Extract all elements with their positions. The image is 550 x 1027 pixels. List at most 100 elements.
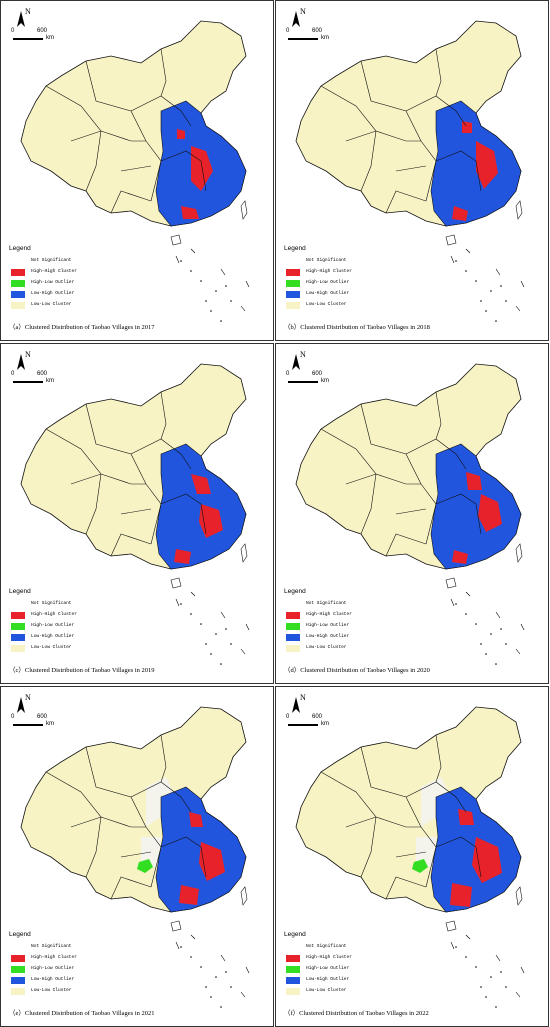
scale-start: 0: [286, 28, 290, 34]
island-dot: [495, 663, 497, 665]
island-dot: [190, 956, 192, 958]
high-high-region: [452, 550, 468, 564]
province-border: [360, 403, 422, 485]
map-panel-e: N 0 600 km Legend Not Significant High-H…: [0, 686, 274, 1027]
taiwan-island: [240, 200, 248, 220]
island-dot: [200, 623, 202, 625]
province-border: [395, 165, 427, 172]
taiwan-island: [515, 886, 523, 906]
high-high-region: [462, 121, 472, 133]
province-border: [160, 150, 207, 192]
high-high-region: [450, 883, 472, 907]
province-border: [130, 781, 192, 813]
island-dot: [505, 643, 507, 645]
scale-unit: km: [46, 721, 54, 727]
island-dot: [485, 653, 487, 655]
island-dot: [475, 966, 477, 968]
panel-caption: （b）Clustered Distribution of Taobao Vill…: [284, 324, 430, 331]
boundary-dash: [220, 268, 226, 276]
province-border: [160, 391, 167, 440]
legend-item-low-high: Low-High Outlier: [9, 632, 149, 643]
province-border: [385, 533, 427, 557]
hainan-island: [170, 577, 182, 589]
map-panel-c: N 0 600 km Legend Not Significant High-H…: [0, 343, 274, 684]
province-border: [85, 60, 147, 142]
province-border: [85, 746, 147, 828]
china-map: [295, 363, 525, 665]
boundary-dash: [495, 611, 501, 619]
province-border: [100, 816, 162, 888]
china-map: [20, 363, 250, 665]
island-dot: [220, 663, 222, 665]
legend-item-not-significant: Not Significant: [9, 599, 149, 610]
legend-item-high-high: High-High Cluster: [284, 610, 424, 621]
legend-item-high-high: High-High Cluster: [284, 267, 424, 278]
province-border: [160, 836, 207, 878]
boundary-dash: [465, 591, 471, 597]
island-dot: [205, 643, 207, 645]
legend: Legend Not Significant High-High Cluster…: [9, 588, 149, 654]
boundary-dash: [465, 248, 471, 254]
island-dot: [490, 290, 492, 292]
island-dot: [475, 623, 477, 625]
legend-item-low-low: Low-Low Cluster: [284, 300, 424, 311]
legend: Legend Not Significant High-High Cluster…: [9, 245, 149, 311]
high-high-region: [179, 885, 199, 905]
legend-item-high-high: High-High Cluster: [9, 267, 149, 278]
legend-item-low-low: Low-Low Cluster: [284, 643, 424, 654]
province-border: [375, 130, 437, 202]
scale-bar: 0 600 km: [286, 28, 329, 44]
province-border: [435, 734, 442, 783]
panel-caption: （f）Clustered Distribution of Taobao Vill…: [284, 1010, 429, 1017]
china-map: [295, 20, 525, 322]
province-border: [435, 493, 482, 535]
hainan-island: [445, 920, 457, 932]
legend-item-not-significant: Not Significant: [9, 256, 149, 267]
map-panel-b: N 0 600 km Legend Not Significant High-H…: [275, 0, 549, 341]
boundary-dash: [245, 280, 250, 288]
island-dot: [230, 643, 232, 645]
province-border: [130, 438, 192, 470]
province-border: [120, 165, 152, 172]
boundary-dash: [515, 648, 521, 655]
legend-title: Legend: [9, 931, 31, 938]
scale-bar: 0 600 km: [11, 714, 54, 730]
high-high-region: [174, 549, 191, 564]
scale-unit: km: [46, 35, 54, 41]
boundary-dash: [175, 598, 180, 607]
high-high-region: [191, 474, 211, 494]
scale-unit: km: [321, 378, 329, 384]
boundary-dash: [515, 305, 521, 312]
map-panel-f: N 0 600 km Legend Not Significant High-H…: [275, 686, 549, 1027]
province-border: [70, 473, 102, 485]
high-high-region: [466, 472, 482, 490]
legend: Legend Not Significant High-High Cluster…: [284, 931, 424, 997]
panel-caption: （e）Clustered Distribution of Taobao Vill…: [9, 1010, 155, 1017]
island-dot: [505, 986, 507, 988]
island-dot: [215, 976, 217, 978]
scale-start: 0: [286, 371, 290, 377]
province-border: [85, 403, 147, 485]
island-dot: [225, 971, 227, 973]
north-label: N: [25, 350, 31, 359]
high-low-region: [137, 859, 153, 873]
scale-start: 0: [11, 371, 15, 377]
scale-unit: km: [321, 721, 329, 727]
legend-item-low-high: Low-High Outlier: [284, 975, 424, 986]
scale-start: 0: [11, 28, 15, 34]
legend-item-high-low: High-Low Outlier: [284, 278, 424, 289]
province-border: [70, 130, 102, 142]
legend-item-high-low: High-Low Outlier: [9, 964, 149, 975]
north-label: N: [300, 350, 306, 359]
north-arrow-icon: [292, 11, 300, 27]
island-dot: [480, 643, 482, 645]
legend-title: Legend: [284, 245, 306, 252]
legend-item-high-low: High-Low Outlier: [284, 964, 424, 975]
island-dot: [230, 986, 232, 988]
boundary-dash: [450, 255, 455, 264]
scale-end: 600: [37, 28, 48, 34]
island-dot: [190, 270, 192, 272]
province-border: [110, 190, 152, 214]
island-dot: [190, 613, 192, 615]
island-dot: [500, 628, 502, 630]
